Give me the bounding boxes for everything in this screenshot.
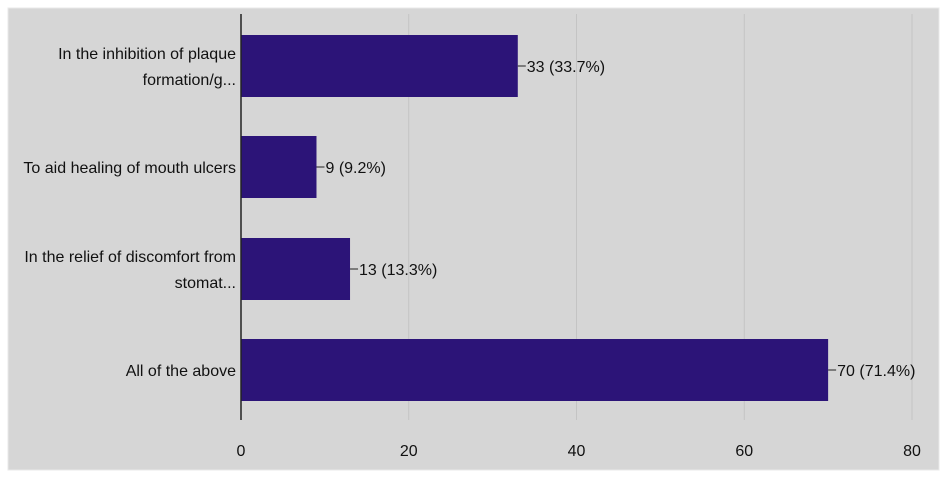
category-label: All of the above <box>126 363 236 380</box>
category-label: In the inhibition of plaque <box>58 46 236 63</box>
data-label: 9 (9.2%) <box>325 160 385 177</box>
data-label: 70 (71.4%) <box>837 363 915 380</box>
x-tick-label: 0 <box>237 443 246 460</box>
labels: 33 (33.7%) In the inhibition of plaque for… <box>23 46 921 460</box>
bar <box>241 339 829 401</box>
category-label: formation/g... <box>143 72 236 89</box>
bar <box>241 136 317 198</box>
category-label: In the relief of discomfort from <box>24 249 236 266</box>
x-tick-label: 60 <box>735 443 753 460</box>
x-tick-label: 40 <box>568 443 586 460</box>
bars <box>241 35 829 401</box>
bar <box>241 35 518 97</box>
category-label: stomat... <box>175 275 236 292</box>
x-tick-label: 80 <box>903 443 921 460</box>
x-tick-label: 20 <box>400 443 418 460</box>
bar <box>241 238 351 300</box>
data-label: 33 (33.7%) <box>527 59 605 76</box>
category-label: To aid healing of mouth ulcers <box>23 160 236 177</box>
data-label: 13 (13.3%) <box>359 262 437 279</box>
